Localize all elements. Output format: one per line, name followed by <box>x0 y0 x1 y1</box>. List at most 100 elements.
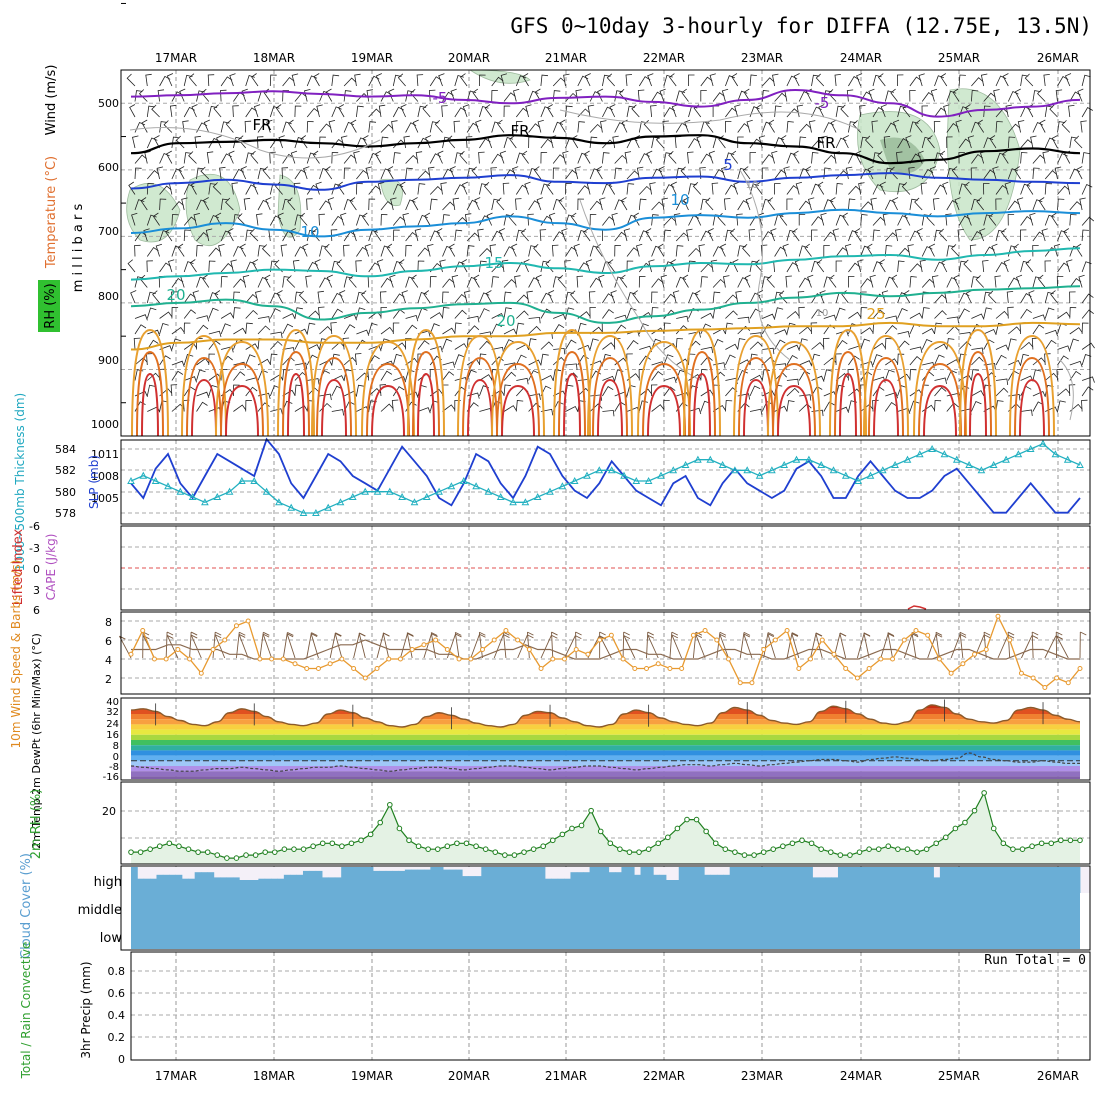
wind-barb <box>708 229 713 242</box>
t-tick-8: 8 <box>113 741 119 752</box>
high-cloud-bar <box>246 880 253 893</box>
high-cloud-bar <box>647 867 654 893</box>
date-label-top: 26MAR <box>1037 51 1079 65</box>
wind-barb <box>935 388 947 396</box>
wind-barb <box>263 167 270 179</box>
wind-barb <box>836 184 843 195</box>
wind-barb <box>1008 92 1018 102</box>
wind-barb <box>474 275 480 288</box>
wind-barb <box>762 277 770 288</box>
high-cloud-bar <box>214 877 221 893</box>
wind-barb <box>848 199 855 210</box>
wind-barb <box>824 402 835 412</box>
wind-barb <box>476 120 482 132</box>
wind-barb <box>179 167 184 180</box>
wind-barb <box>922 279 934 287</box>
rh-marker <box>982 791 987 796</box>
wind-barb <box>553 200 562 211</box>
wind-barb <box>377 260 383 272</box>
wind-barb <box>566 364 578 370</box>
wind-barb <box>440 260 446 272</box>
wind-barb <box>971 314 984 320</box>
high-cloud-bar <box>628 867 635 893</box>
wind-speed-marker <box>504 629 508 633</box>
label-temperature: Temperature (°C) <box>44 156 59 269</box>
wind-barb <box>393 75 401 86</box>
high-cloud-bar <box>959 867 966 893</box>
wind-barb <box>197 392 209 398</box>
wind-barb <box>571 291 578 303</box>
wind-barb-flag <box>215 632 221 635</box>
wind-barb <box>392 400 398 412</box>
wind-barb <box>406 277 415 288</box>
high-cloud-bar <box>838 867 845 893</box>
wind-speed-marker <box>328 662 332 666</box>
wind-barb <box>376 151 382 164</box>
warm-loop <box>778 386 810 436</box>
wind-barb <box>412 198 418 211</box>
wind-speed-marker <box>797 667 801 671</box>
high-cloud-bar <box>169 875 176 893</box>
wind-barb <box>398 74 405 86</box>
wind-barb <box>861 328 874 334</box>
panel-precip: 0.8 0.6 0.4 0.2 0 Total / Rain Convectiv… <box>19 942 1090 1080</box>
wind-barb <box>305 89 311 101</box>
wind-barb <box>214 105 221 117</box>
wind-speed-marker <box>973 652 977 656</box>
high-cloud-bar <box>583 872 590 893</box>
wind-barb <box>590 215 596 226</box>
wind-barb <box>898 332 910 338</box>
wind-barb <box>455 76 464 87</box>
wind-barb <box>1056 90 1062 102</box>
wind-barb <box>479 293 489 303</box>
wind-barb <box>733 260 738 273</box>
wind-speed-marker <box>633 667 637 671</box>
wind-barb <box>996 76 1006 86</box>
wind-barb <box>226 120 233 132</box>
rh-marker <box>186 847 191 852</box>
panel-lifted-index: -6 -3 0 3 6 Lifted Index CAPE (J/kg) <box>11 520 1090 617</box>
rh-marker <box>1068 838 1073 843</box>
wind-barb-10m <box>740 632 744 658</box>
wind-barb <box>871 198 877 210</box>
wind-barb <box>652 246 662 256</box>
wind-barb <box>713 106 719 117</box>
wind-barb <box>1008 327 1020 334</box>
wind-barb-flag <box>624 632 630 635</box>
wind-speed-marker <box>926 633 930 637</box>
high-cloud-bar <box>940 867 947 893</box>
rh-marker <box>742 853 747 858</box>
thickness-slp-lines <box>128 439 1083 515</box>
wind-barb <box>664 400 670 411</box>
rh-marker <box>292 847 297 852</box>
wind-barb <box>676 246 683 257</box>
rh-marker <box>598 829 603 834</box>
wind-speed-marker <box>855 676 859 680</box>
rh-marker <box>819 847 824 852</box>
wind-barb <box>270 293 280 303</box>
wind-barb <box>443 279 455 288</box>
wind-barb <box>787 230 796 241</box>
high-cloud-bar <box>749 867 756 893</box>
wind-barb <box>1033 277 1042 288</box>
wind-barb <box>861 215 868 226</box>
label-slp: SLP (mb) <box>87 455 101 509</box>
high-cloud-bar <box>685 867 692 893</box>
warm-loop <box>970 374 986 436</box>
wind-speed-marker <box>809 657 813 661</box>
wind-barb <box>577 276 583 287</box>
wind-barb <box>258 278 268 288</box>
high-cloud-bar <box>902 867 909 893</box>
wind-barb <box>221 90 227 101</box>
wind-barb <box>762 348 774 354</box>
wind-barb-10m <box>670 632 672 658</box>
wind-barb <box>553 314 565 320</box>
wind-barb <box>848 263 859 272</box>
wind-barb <box>885 326 897 334</box>
rh-marker <box>570 826 575 831</box>
rh-marker <box>445 844 450 849</box>
high-cloud-bar <box>233 877 240 893</box>
high-cloud-bar <box>666 880 673 893</box>
wind-barb-10m <box>1045 636 1056 658</box>
thick-tick-584: 584 <box>55 443 76 456</box>
